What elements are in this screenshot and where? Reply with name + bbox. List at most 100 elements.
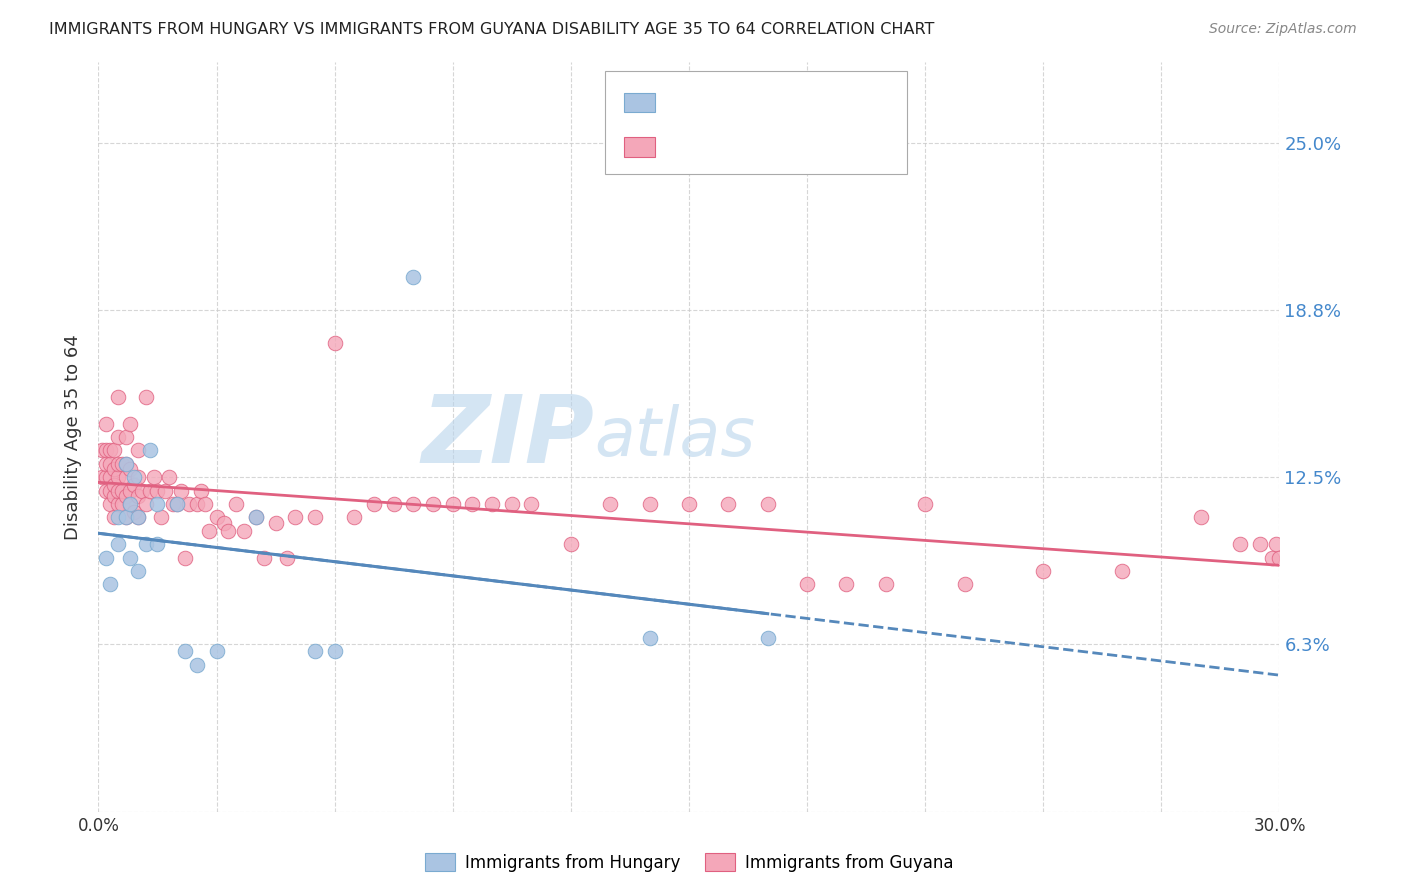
Point: [98, 497, 121, 511]
Point: [118, 462, 141, 476]
Point: [402, 269, 425, 284]
Point: [118, 483, 141, 498]
Point: [560, 537, 582, 551]
Point: [264, 516, 287, 530]
Point: [127, 564, 149, 578]
Point: [756, 631, 779, 645]
Point: [138, 443, 160, 458]
Point: [118, 550, 141, 565]
Point: [441, 497, 464, 511]
Point: [122, 470, 145, 484]
Point: [157, 470, 180, 484]
Point: [103, 489, 125, 503]
Point: [190, 483, 212, 498]
Point: [103, 510, 125, 524]
Point: [98, 483, 121, 498]
Point: [304, 644, 326, 658]
Point: [98, 470, 121, 484]
Point: [135, 537, 157, 551]
Point: [107, 510, 129, 524]
Point: [135, 497, 157, 511]
Point: [115, 510, 138, 524]
Point: [103, 462, 125, 476]
Text: 0.162: 0.162: [707, 94, 759, 112]
Point: [146, 483, 169, 498]
Text: IMMIGRANTS FROM HUNGARY VS IMMIGRANTS FROM GUYANA DISABILITY AGE 35 TO 64 CORREL: IMMIGRANTS FROM HUNGARY VS IMMIGRANTS FR…: [49, 22, 935, 37]
Point: [402, 497, 425, 511]
Point: [115, 510, 138, 524]
Point: [174, 550, 197, 565]
Point: [107, 483, 129, 498]
Text: R =: R =: [665, 94, 696, 112]
Point: [138, 483, 160, 498]
Point: [127, 443, 149, 458]
Text: ZIP: ZIP: [422, 391, 595, 483]
Point: [276, 550, 298, 565]
Point: [914, 497, 936, 511]
Text: N =: N =: [768, 138, 799, 156]
Point: [115, 489, 138, 503]
Point: [91, 470, 114, 484]
Point: [155, 483, 177, 498]
Point: [205, 644, 228, 658]
Point: [107, 470, 129, 484]
Point: [135, 390, 157, 404]
Point: [214, 516, 236, 530]
Point: [835, 577, 858, 591]
Point: [638, 497, 661, 511]
Point: [91, 443, 114, 458]
Point: [103, 478, 125, 492]
Point: [245, 510, 267, 524]
Point: [197, 524, 219, 538]
Text: -0.053: -0.053: [700, 138, 759, 156]
Point: [127, 510, 149, 524]
Point: [1260, 550, 1282, 565]
Point: [1249, 537, 1271, 551]
Point: [96, 457, 118, 471]
Point: [599, 497, 621, 511]
Point: [107, 537, 129, 551]
Point: [177, 497, 200, 511]
Text: N =: N =: [768, 94, 799, 112]
Point: [96, 470, 118, 484]
Point: [481, 497, 503, 511]
Point: [194, 497, 217, 511]
Point: [96, 483, 118, 498]
Point: [162, 497, 184, 511]
Point: [122, 505, 145, 519]
Point: [118, 417, 141, 431]
Point: [127, 470, 149, 484]
Point: [343, 510, 366, 524]
Point: [98, 577, 121, 591]
Point: [166, 497, 188, 511]
Point: [107, 457, 129, 471]
Point: [98, 457, 121, 471]
Point: [323, 644, 346, 658]
Point: [1111, 564, 1133, 578]
Point: [363, 497, 385, 511]
Point: [166, 497, 188, 511]
Point: [122, 478, 145, 492]
Point: [1189, 510, 1212, 524]
Point: [1032, 564, 1054, 578]
Point: [115, 430, 138, 444]
Point: [1264, 537, 1286, 551]
Point: [225, 497, 247, 511]
Point: [217, 524, 239, 538]
Point: [115, 457, 138, 471]
Point: [245, 510, 267, 524]
Point: [186, 497, 208, 511]
Point: [461, 497, 484, 511]
Legend: Immigrants from Hungary, Immigrants from Guyana: Immigrants from Hungary, Immigrants from…: [418, 847, 960, 879]
Point: [205, 510, 228, 524]
Text: atlas: atlas: [595, 404, 755, 470]
Point: [146, 497, 169, 511]
Point: [118, 497, 141, 511]
Point: [115, 470, 138, 484]
Point: [111, 483, 134, 498]
Text: 113: 113: [810, 138, 845, 156]
Text: 25: 25: [810, 94, 832, 112]
Point: [118, 497, 141, 511]
Point: [323, 336, 346, 351]
Point: [304, 510, 326, 524]
